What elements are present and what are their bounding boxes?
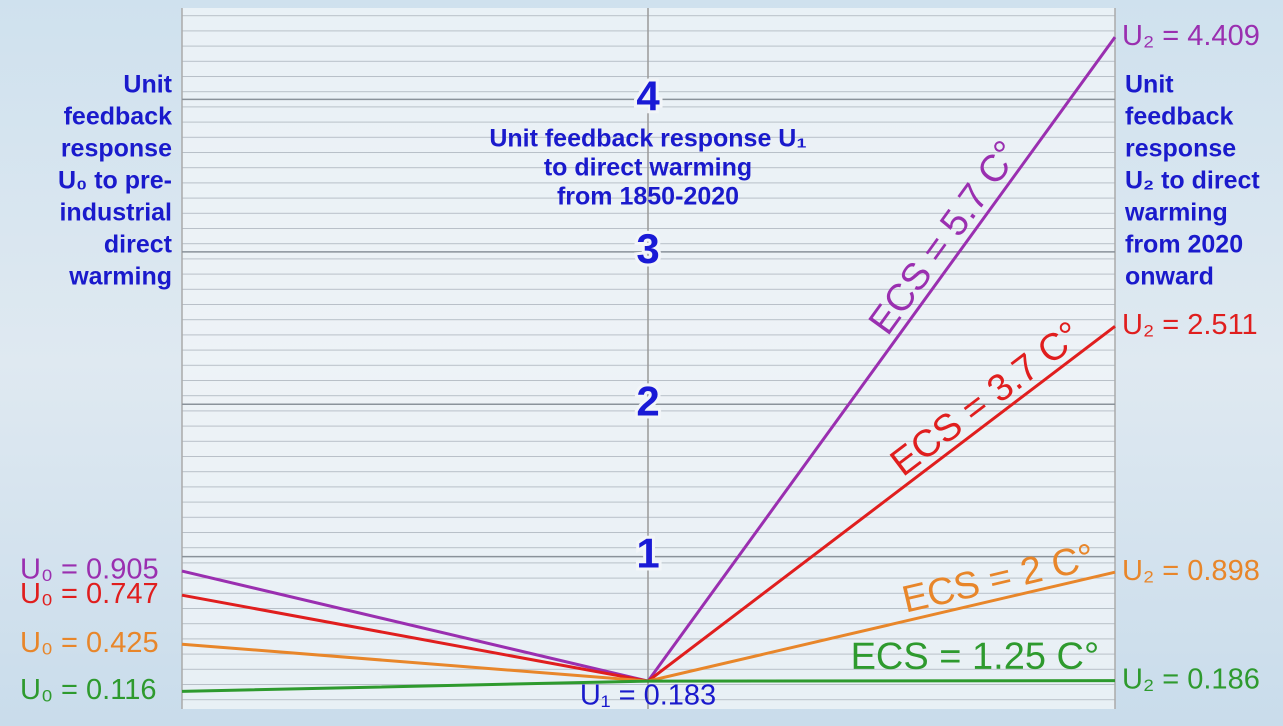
value-label: U₀ = 0.747: [20, 578, 159, 610]
center-annotation: Unit feedback response U₁: [489, 125, 806, 153]
y-tick-label: 4: [636, 73, 660, 120]
left-annotation: industrial: [59, 199, 172, 227]
left-annotation: U₀ to pre-: [58, 167, 172, 195]
right-annotation: warming: [1124, 199, 1228, 227]
right-annotation: feedback: [1125, 103, 1233, 131]
value-label: U₀ = 0.905: [20, 554, 159, 586]
value-label: U₀ = 0.425: [20, 627, 159, 659]
right-annotation: Unit: [1125, 71, 1174, 99]
value-label: U₂ = 4.409: [1122, 20, 1260, 52]
value-label: U₁ = 0.183: [580, 680, 716, 712]
y-tick-label: 1: [636, 530, 659, 577]
left-annotation: warming: [68, 263, 172, 291]
value-label: U₂ = 0.186: [1122, 663, 1260, 695]
left-annotation: Unit: [123, 71, 172, 99]
right-annotation: response: [1125, 135, 1236, 163]
left-annotation: response: [61, 135, 172, 163]
series-label: ECS = 1.25 C°: [851, 636, 1100, 678]
left-annotation: feedback: [64, 103, 172, 131]
right-annotation: onward: [1125, 263, 1214, 291]
series-line: [181, 679, 1116, 693]
left-annotation: direct: [104, 231, 173, 259]
value-label: U₂ = 2.511: [1122, 309, 1258, 341]
value-label: U₀ = 0.116: [20, 674, 156, 706]
center-annotation: from 1850-2020: [557, 183, 739, 211]
right-annotation: from 2020: [1125, 231, 1243, 259]
y-tick-label: 3: [636, 225, 659, 272]
value-label: U₂ = 0.898: [1122, 555, 1260, 587]
center-annotation: to direct warming: [544, 154, 752, 182]
y-tick-label: 2: [636, 377, 659, 424]
right-annotation: U₂ to direct: [1125, 167, 1260, 195]
